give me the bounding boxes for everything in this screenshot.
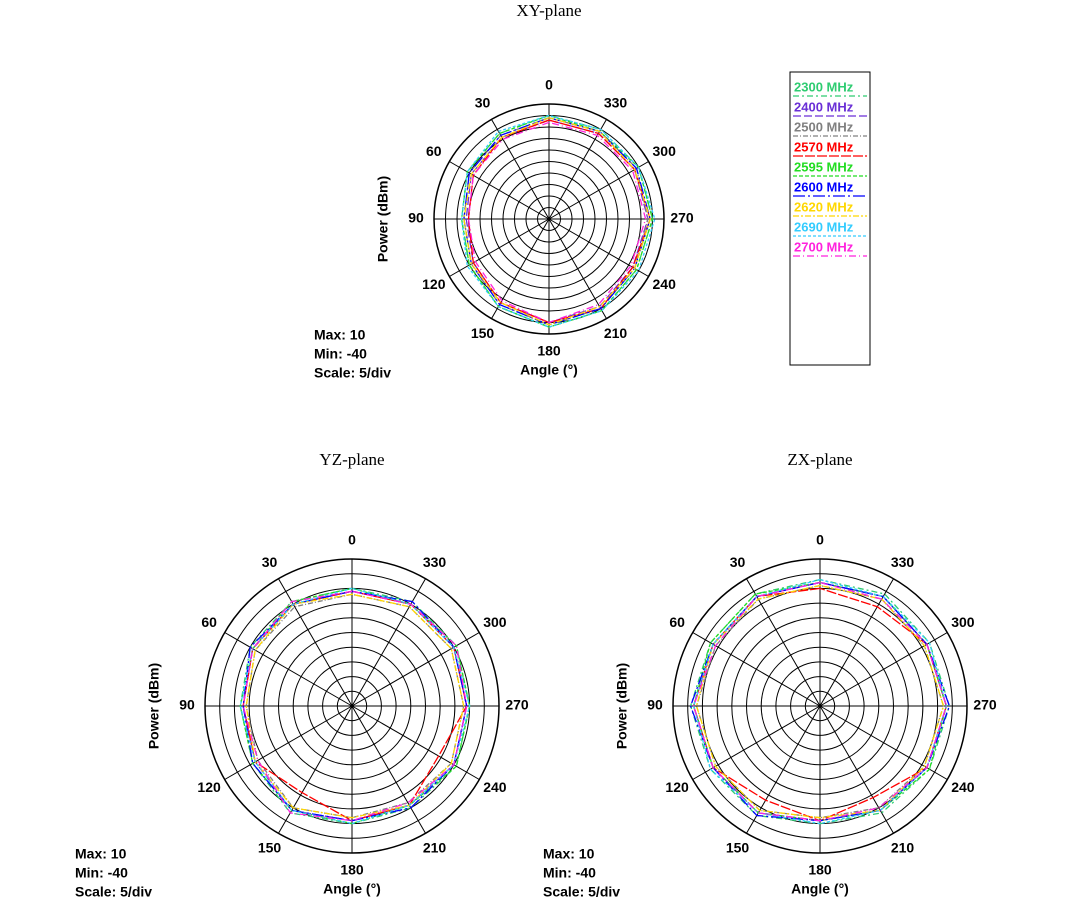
angle-tick-label: 60 [669, 614, 685, 630]
angle-tick-label: 150 [258, 840, 282, 856]
spoke [819, 705, 948, 780]
spoke [491, 218, 550, 319]
legend-entry: 2600 MHz [794, 179, 854, 194]
angle-tick-label: 270 [973, 697, 997, 713]
spoke [819, 578, 894, 707]
angle-tick-label: 180 [808, 862, 832, 878]
angle-tick-label: 180 [537, 343, 561, 359]
angle-tick-label: 90 [647, 697, 663, 713]
spoke [449, 218, 550, 277]
series-line [692, 578, 948, 825]
legend-box [789, 71, 871, 366]
angle-axis-label: Angle (°) [791, 881, 849, 897]
legend-entry: 2620 MHz [794, 199, 854, 214]
radial-axis-label: Power (dBm) [375, 176, 391, 262]
spoke [746, 578, 821, 707]
radial-axis-label: Power (dBm) [146, 663, 162, 749]
series-line [245, 593, 465, 819]
angle-tick-label: 90 [179, 697, 195, 713]
angle-tick-label: 210 [423, 840, 447, 856]
angle-tick-label: 270 [670, 210, 694, 226]
angle-tick-label: 60 [426, 143, 442, 159]
spoke [351, 578, 426, 707]
spoke [819, 632, 948, 707]
legend-entry: 2400 MHz [794, 99, 854, 114]
annotation: Max: 10 [75, 846, 127, 862]
chart-title: ZX-plane [787, 450, 852, 469]
angle-axis-label: Angle (°) [323, 881, 381, 897]
angle-tick-label: 300 [951, 614, 975, 630]
angle-tick-label: 240 [483, 779, 507, 795]
series-line [695, 584, 945, 819]
legend-entry: 2595 MHz [794, 159, 854, 174]
spoke [692, 705, 821, 780]
spoke [351, 705, 480, 780]
angle-tick-label: 150 [726, 840, 750, 856]
series-line [460, 114, 656, 328]
spoke [351, 705, 426, 834]
spoke [548, 218, 607, 319]
legend-entry: 2570 MHz [794, 139, 854, 154]
legend-entry: 2690 MHz [794, 219, 854, 234]
angle-tick-label: 0 [348, 532, 356, 548]
annotation: Min: -40 [75, 865, 128, 881]
angle-tick-label: 300 [653, 143, 677, 159]
chart-title: YZ-plane [319, 450, 384, 469]
angle-axis-label: Angle (°) [520, 362, 578, 378]
legend-entry: 2700 MHz [794, 239, 854, 254]
angle-tick-label: 120 [197, 779, 221, 795]
angle-tick-label: 30 [730, 554, 746, 570]
legend-entry: 2300 MHz [794, 79, 854, 94]
annotation: Scale: 5/div [543, 884, 620, 900]
angle-tick-label: 150 [471, 325, 495, 341]
angle-tick-label: 120 [665, 779, 689, 795]
spoke [692, 632, 821, 707]
spoke [278, 578, 353, 707]
angle-tick-label: 30 [262, 554, 278, 570]
chart-title: XY-plane [516, 1, 581, 20]
spoke [548, 161, 649, 220]
spoke [449, 161, 550, 220]
angle-tick-label: 330 [891, 554, 915, 570]
angle-tick-label: 60 [201, 614, 217, 630]
series-line [467, 121, 647, 324]
series-line [242, 590, 468, 822]
angle-tick-label: 90 [408, 210, 424, 226]
spoke [278, 705, 353, 834]
annotation: Min: -40 [314, 346, 367, 362]
annotation: Min: -40 [543, 865, 596, 881]
spoke [224, 632, 353, 707]
angle-tick-label: 270 [505, 697, 529, 713]
angle-tick-label: 330 [423, 554, 447, 570]
angle-tick-label: 210 [604, 325, 628, 341]
angle-tick-label: 120 [422, 276, 446, 292]
angle-tick-label: 0 [545, 77, 553, 93]
spoke [819, 705, 894, 834]
spoke [351, 632, 480, 707]
angle-tick-label: 0 [816, 532, 824, 548]
angle-tick-label: 210 [891, 840, 915, 856]
series-line [692, 581, 948, 822]
spoke [491, 119, 550, 220]
radial-axis-label: Power (dBm) [614, 663, 630, 749]
spoke [548, 119, 607, 220]
annotation: Scale: 5/div [75, 884, 152, 900]
series-line [463, 117, 651, 326]
annotation: Max: 10 [314, 327, 366, 343]
annotation: Scale: 5/div [314, 365, 391, 381]
angle-tick-label: 300 [483, 614, 507, 630]
spoke [224, 705, 353, 780]
spoke [548, 218, 649, 277]
angle-tick-label: 240 [653, 276, 677, 292]
angle-tick-label: 30 [475, 95, 491, 111]
angle-tick-label: 240 [951, 779, 975, 795]
angle-tick-label: 180 [340, 862, 364, 878]
spoke [746, 705, 821, 834]
annotation: Max: 10 [543, 846, 595, 862]
angle-tick-label: 330 [604, 95, 628, 111]
legend-entry: 2500 MHz [794, 119, 854, 134]
series-line [245, 593, 465, 819]
